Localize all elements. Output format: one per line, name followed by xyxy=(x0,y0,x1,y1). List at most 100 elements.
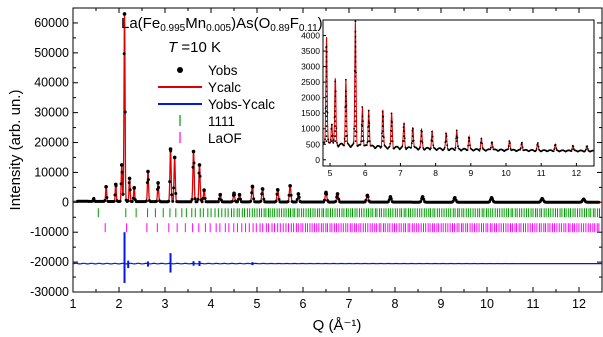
data-point xyxy=(193,197,197,201)
inset-data-point xyxy=(554,143,557,146)
inset-data-point xyxy=(456,136,459,139)
inset-data-point xyxy=(354,105,357,108)
inset-data-point xyxy=(359,143,362,146)
data-point xyxy=(104,184,108,189)
inset-data-point xyxy=(354,80,357,83)
inset-data-point xyxy=(334,110,337,113)
data-point xyxy=(146,169,150,174)
inset-data-point xyxy=(343,137,346,140)
data-point xyxy=(195,200,199,204)
inset-data-point xyxy=(354,115,357,118)
data-point xyxy=(249,199,253,203)
inset-data-point xyxy=(507,148,509,151)
inset-data-point xyxy=(325,140,328,143)
inset-data-point xyxy=(479,141,482,144)
inset-data-point xyxy=(361,130,364,133)
inset-data-point xyxy=(354,85,357,88)
data-point xyxy=(118,199,122,203)
inset-x-tick-label: 12 xyxy=(572,168,582,178)
data-point xyxy=(334,199,338,203)
data-point xyxy=(540,196,544,201)
inset-data-point xyxy=(412,127,414,130)
inset-data-point xyxy=(478,149,481,152)
inset-data-point xyxy=(455,129,458,132)
data-point xyxy=(597,200,601,204)
inset-data-point xyxy=(351,143,354,146)
data-point xyxy=(288,184,292,188)
inset-data-point xyxy=(420,140,423,143)
inset-data-point xyxy=(367,109,370,112)
inset-data-point xyxy=(367,125,370,128)
inset-data-point xyxy=(334,120,337,123)
inset-data-point xyxy=(330,140,333,143)
data-point xyxy=(198,174,202,178)
data-point xyxy=(250,191,254,195)
inset-data-point xyxy=(381,111,384,113)
reflection-ticks-1111 xyxy=(97,208,601,218)
inset-data-point xyxy=(366,141,369,144)
x-tick-label: 1 xyxy=(70,297,77,311)
inset-data-point xyxy=(367,140,370,143)
inset-y-tick-label: 3000 xyxy=(301,62,320,72)
inset-data-point xyxy=(345,140,347,143)
data-point xyxy=(419,200,423,203)
data-point xyxy=(286,200,290,203)
inset-data-point xyxy=(354,30,357,33)
data-point xyxy=(274,199,278,203)
inset-data-point xyxy=(361,115,364,118)
inset-data-point xyxy=(354,90,357,93)
data-point xyxy=(335,195,339,199)
data-point xyxy=(132,186,136,190)
data-point xyxy=(128,188,132,192)
inset-data-point xyxy=(336,142,338,144)
data-point xyxy=(155,199,158,203)
inset-y-tick-label: 2500 xyxy=(301,77,320,87)
legend-label: 1111 xyxy=(208,114,235,129)
inset-data-point xyxy=(445,135,448,138)
inset-x-tick-label: 8 xyxy=(433,168,438,178)
inset-data-point xyxy=(353,127,355,130)
inset-data-point xyxy=(325,130,328,133)
chart-title-formula: La(Fe0.995Mn0.005)As(O0.89F0.11) xyxy=(121,15,323,34)
inset-data-point xyxy=(335,127,338,130)
inset-data-point xyxy=(467,144,469,147)
data-point xyxy=(172,155,177,160)
data-point xyxy=(216,200,220,204)
inset-data-point xyxy=(325,95,328,98)
inset-data-point xyxy=(345,105,347,108)
inset-data-point xyxy=(354,110,357,113)
data-point xyxy=(335,192,340,196)
inset-data-point xyxy=(334,115,337,118)
x-tick-label: 5 xyxy=(254,297,261,311)
inset-data-point xyxy=(401,145,404,148)
inset-data-point xyxy=(535,148,538,150)
inset-data-point xyxy=(555,147,558,150)
inset-data-point xyxy=(536,142,539,144)
inset-data-point xyxy=(453,149,456,152)
data-point xyxy=(146,178,150,182)
inset-data-point xyxy=(421,130,423,133)
data-point xyxy=(126,199,130,203)
data-point xyxy=(295,198,299,201)
data-point xyxy=(202,188,206,193)
inset-data-point xyxy=(325,110,328,113)
inset-data-point xyxy=(334,105,337,108)
data-point xyxy=(120,170,124,174)
inset-data-point xyxy=(584,149,587,152)
inset-data-point xyxy=(354,55,357,58)
inset-data-point xyxy=(431,140,433,143)
data-point xyxy=(451,199,455,203)
data-point xyxy=(119,163,124,167)
inset-data-point xyxy=(354,100,357,103)
inset-data-point xyxy=(403,130,405,133)
data-point xyxy=(91,197,96,202)
inset-data-point xyxy=(432,144,435,147)
data-point xyxy=(122,52,126,56)
inset-x-tick-label: 9 xyxy=(468,168,473,178)
inset-y-tick-label: 1000 xyxy=(301,124,320,134)
inset-data-point xyxy=(419,146,421,149)
inset-data-point xyxy=(354,50,357,53)
data-point xyxy=(581,197,586,202)
x-tick-label: 3 xyxy=(162,297,169,311)
inset-data-point xyxy=(480,137,483,140)
